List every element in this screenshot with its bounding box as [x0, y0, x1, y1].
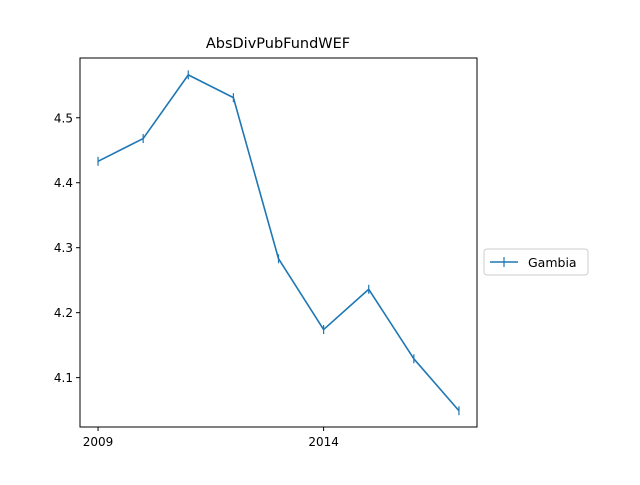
chart-title: AbsDivPubFundWEF — [206, 36, 350, 52]
legend: Gambia — [483, 248, 589, 276]
plot-area-frame — [79, 57, 478, 428]
legend-label-gambia: Gambia — [528, 255, 577, 270]
x-axis: 2009 2014 — [83, 427, 339, 449]
y-tick-label: 4.3 — [54, 241, 73, 255]
x-tick-label: 2009 — [83, 435, 114, 449]
y-axis: 4.1 4.2 4.3 4.4 4.5 — [54, 111, 80, 385]
y-tick-label: 4.5 — [54, 111, 73, 125]
series-line-gambia — [97, 74, 460, 412]
series-layer — [97, 70, 460, 416]
legend-box — [483, 248, 589, 276]
y-tick-label: 4.1 — [54, 371, 73, 385]
x-tick-label: 2014 — [308, 435, 339, 449]
y-tick-label: 4.2 — [54, 306, 73, 320]
y-tick-label: 4.4 — [54, 176, 73, 190]
